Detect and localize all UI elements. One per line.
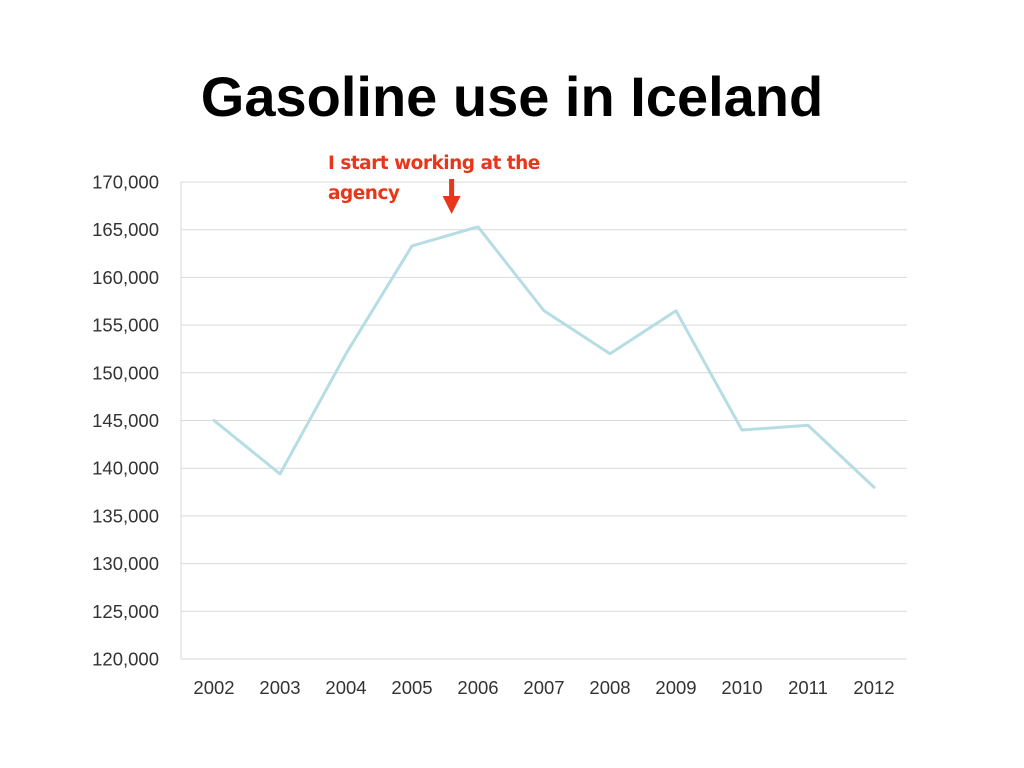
- annotation-text: I start working at the agency: [328, 153, 540, 204]
- series-layer: [212, 225, 876, 489]
- y-tick-label: 150,000: [92, 362, 159, 383]
- y-tick-label: 120,000: [92, 649, 159, 670]
- y-tick-label: 125,000: [92, 601, 159, 622]
- y-tick-label: 170,000: [92, 172, 159, 193]
- x-tick-label: 2006: [457, 677, 498, 698]
- x-tick-labels: 2002 2003 2004 2005 2006 2007 2008 2009 2010 2011…: [193, 677, 894, 698]
- x-tick-label: 2007: [523, 677, 564, 698]
- x-tick-label: 2003: [259, 677, 300, 698]
- y-tick-labels: 120,000 125,000 130,000 135,000 140,000 145,0…: [92, 172, 159, 670]
- series-line: [212, 225, 876, 489]
- y-tick-label: 130,000: [92, 553, 159, 574]
- y-tick-label: 135,000: [92, 505, 159, 526]
- x-tick-label: 2009: [655, 677, 696, 698]
- x-tick-label: 2008: [589, 677, 630, 698]
- y-tick-label: 155,000: [92, 315, 159, 336]
- x-tick-label: 2005: [391, 677, 432, 698]
- y-tick-label: 160,000: [92, 267, 159, 288]
- x-tick-label: 2010: [721, 677, 762, 698]
- x-tick-label: 2002: [193, 677, 234, 698]
- y-tick-label: 140,000: [92, 458, 159, 479]
- x-tick-label: 2012: [853, 677, 894, 698]
- annotation-layer: [442, 179, 461, 214]
- annotation-arrow-head: [442, 196, 461, 214]
- gridlines: [181, 181, 907, 660]
- x-tick-label: 2004: [325, 677, 366, 698]
- y-tick-label: 165,000: [92, 219, 159, 240]
- y-tick-label: 145,000: [92, 410, 159, 431]
- annotation-arrow-shaft: [449, 179, 455, 197]
- x-tick-label: 2011: [788, 677, 828, 698]
- slide-title: Gasoline use in Iceland: [200, 65, 824, 128]
